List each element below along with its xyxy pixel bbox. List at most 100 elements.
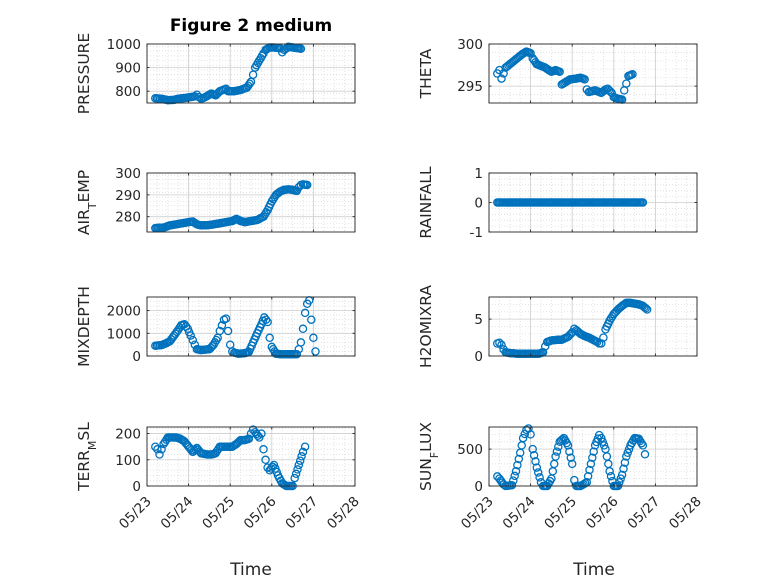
data-point [307, 315, 316, 324]
data-point [599, 333, 608, 342]
data-point [552, 447, 562, 456]
y-axis-label: TERRMSL [75, 422, 99, 492]
y-tick-label: 0 [132, 349, 141, 365]
data-point [513, 460, 522, 470]
x-tick-label: 05/27 [624, 494, 663, 533]
data-point [566, 453, 576, 462]
data-point [640, 450, 650, 459]
y-tick-label: 1 [474, 166, 483, 182]
y-tick-label: 300 [457, 37, 483, 53]
axes-box [146, 172, 356, 233]
data-point [642, 305, 652, 314]
data-point [637, 438, 646, 448]
data-point [495, 338, 504, 347]
y-tick-label: 295 [457, 79, 483, 95]
data-point [293, 465, 302, 474]
x-tick-label: 05/24 [500, 494, 539, 533]
data-point [497, 74, 506, 83]
data-point [617, 470, 627, 480]
data-point [188, 335, 198, 345]
data-point [265, 333, 274, 343]
data-point [191, 445, 200, 454]
x-tick-label: 05/23 [458, 494, 497, 533]
y-axis-label: MIXDEPTH [75, 286, 93, 367]
data-point [605, 467, 614, 476]
data-point [153, 445, 162, 454]
data-point [292, 349, 302, 359]
x-tick-label: 05/27 [282, 494, 321, 533]
y-tick-label: 1000 [107, 37, 141, 53]
data-point [585, 465, 594, 475]
data-point [172, 327, 182, 337]
data-point [300, 308, 310, 318]
y-tick-label: 0 [474, 479, 483, 495]
data-point [524, 424, 533, 433]
data-point [244, 434, 254, 444]
y-tick-label: 2000 [107, 304, 141, 320]
data-point [620, 458, 630, 467]
data-point [261, 455, 270, 465]
data-point [186, 331, 195, 340]
y-tick-label: 5 [474, 312, 483, 328]
x-axis-label-left: Time [229, 560, 272, 580]
axes-box [146, 43, 356, 104]
subplot-rainfall-axes: -1 0 1 RAINFALL [417, 166, 698, 241]
data-point [300, 442, 310, 451]
data-point [160, 437, 170, 447]
data-point [511, 467, 521, 476]
data-point [510, 471, 519, 481]
axes-box [146, 426, 356, 487]
data-point [223, 326, 233, 336]
data-point [514, 454, 524, 464]
data-point [597, 339, 606, 348]
y-tick-label: 0 [474, 196, 483, 212]
plot-area [489, 297, 697, 356]
x-tick-label: 05/25 [541, 494, 580, 533]
axes-box [488, 296, 698, 357]
y-axis-label: H2OMIXRA [417, 285, 435, 368]
data-point [268, 194, 278, 204]
data-point [298, 447, 308, 457]
data-point [588, 453, 597, 462]
data-point [622, 452, 631, 461]
data-point [622, 79, 631, 88]
y-axis-label: SUNFLUX [417, 422, 441, 491]
data-point [555, 67, 564, 77]
x-tick-label: 05/25 [199, 494, 238, 533]
data-point [290, 473, 299, 483]
y-tick-label: 100 [115, 453, 141, 469]
data-point [599, 441, 609, 450]
axes-box [488, 426, 698, 487]
data-point [155, 450, 164, 459]
data-point [592, 337, 602, 347]
data-point [606, 314, 616, 323]
data-point [261, 315, 271, 324]
data-point [291, 469, 301, 479]
data-point [212, 446, 222, 456]
data-point [257, 429, 266, 438]
figure-title: Figure 2 medium [170, 16, 332, 36]
data-point [217, 321, 227, 330]
x-tick-label: 05/28 [324, 494, 363, 533]
data-point [619, 464, 628, 474]
y-tick-label: 800 [115, 84, 141, 100]
data-point [507, 481, 517, 490]
x-tick-label: 05/26 [583, 494, 622, 533]
data-point [551, 452, 560, 461]
data-point [623, 448, 632, 458]
data-point [297, 452, 306, 461]
data-point [586, 459, 596, 469]
data-point [259, 445, 268, 454]
plot-area [147, 44, 355, 103]
x-tick-label: 05/26 [241, 494, 280, 533]
data-point [532, 463, 542, 472]
x-tick-label: 05/23 [116, 494, 155, 533]
subplot-sun-axes: 0 500 SUNFLUX 05/23 05/24 05/25 05/26 05/27 05/2… [417, 422, 705, 533]
data-point [295, 456, 305, 465]
y-tick-label: 200 [115, 427, 141, 443]
x-tick-label: 05/28 [666, 494, 705, 533]
data-point [497, 340, 506, 350]
data-point [604, 85, 614, 95]
y-tick-label: 0 [474, 349, 483, 365]
